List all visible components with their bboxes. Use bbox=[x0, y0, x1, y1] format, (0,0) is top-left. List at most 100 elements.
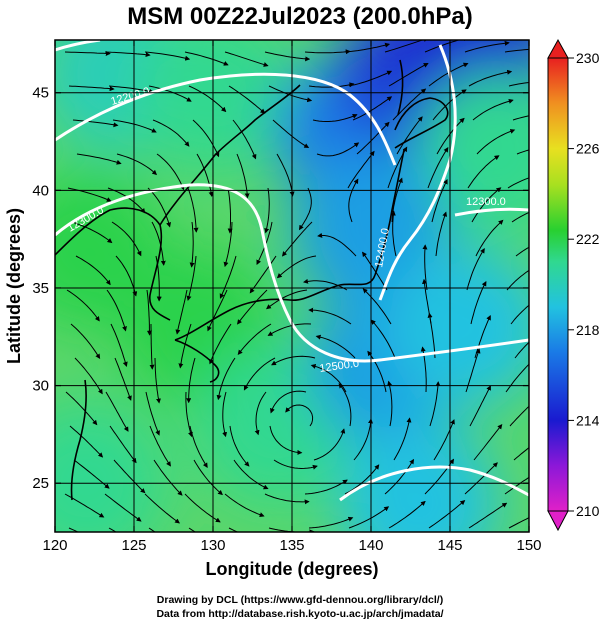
streamline bbox=[254, 391, 267, 436]
streamline bbox=[396, 116, 423, 155]
streamline bbox=[428, 500, 466, 529]
x-tick-label: 150 bbox=[516, 537, 541, 554]
coastlines bbox=[55, 59, 449, 501]
streamline bbox=[435, 211, 448, 257]
streamline bbox=[187, 187, 199, 233]
streamline bbox=[515, 246, 529, 257]
streamline bbox=[504, 48, 529, 53]
colorbar-tick-label: 222 bbox=[576, 231, 599, 247]
grid-lines bbox=[55, 40, 529, 532]
streamline bbox=[112, 119, 157, 133]
credit-drawing: Drawing by DCL (https://www.gfd-dennou.o… bbox=[157, 594, 443, 606]
streamline bbox=[513, 446, 529, 461]
streamline bbox=[475, 219, 504, 257]
y-tick-label: 35 bbox=[32, 280, 49, 297]
y-axis-label: Latitude (degrees) bbox=[4, 208, 24, 364]
streamline bbox=[285, 404, 314, 427]
streamline bbox=[308, 516, 354, 529]
streamline bbox=[186, 255, 197, 301]
x-axis: 120 125 130 135 140 145 150 bbox=[42, 40, 542, 554]
streamline bbox=[316, 142, 360, 157]
streamline bbox=[273, 459, 318, 470]
streamline bbox=[276, 255, 317, 279]
streamline bbox=[64, 50, 111, 56]
streamline bbox=[433, 419, 455, 461]
streamline bbox=[110, 323, 128, 367]
streamline bbox=[353, 418, 373, 461]
streamline bbox=[464, 462, 498, 495]
colorbar-tick-label: 226 bbox=[576, 141, 599, 157]
streamline bbox=[384, 458, 415, 495]
streamline bbox=[67, 187, 112, 202]
taiwan-china-coast bbox=[70, 379, 87, 501]
streamline bbox=[186, 357, 196, 404]
x-tick-label: 125 bbox=[121, 537, 146, 554]
streamline bbox=[476, 129, 516, 155]
streamline bbox=[387, 380, 393, 427]
streamline bbox=[427, 312, 436, 359]
streamline bbox=[189, 221, 195, 268]
contour-label: 12500.0 bbox=[319, 358, 360, 375]
streamline bbox=[272, 119, 310, 148]
streamline bbox=[514, 341, 529, 359]
colorbar: 210 214 218 222 226 230 bbox=[547, 38, 599, 532]
chart-title: MSM 00Z22Jul2023 (200.0hPa) bbox=[127, 3, 473, 30]
streamline bbox=[228, 527, 239, 532]
streamline bbox=[393, 417, 412, 461]
streamline bbox=[229, 425, 250, 467]
streamline bbox=[223, 221, 233, 268]
streamline bbox=[510, 304, 529, 325]
wind-streamlines bbox=[64, 40, 529, 532]
colorbar-tick-label: 214 bbox=[576, 412, 599, 428]
streamline bbox=[516, 149, 529, 155]
colorbar-bottom-cap bbox=[547, 510, 569, 532]
streamline bbox=[509, 405, 529, 427]
streamline bbox=[348, 178, 359, 223]
streamline bbox=[303, 278, 348, 291]
x-axis-label: Longitude (degrees) bbox=[205, 559, 378, 579]
streamline bbox=[111, 221, 142, 257]
colorbar-tick-label: 230 bbox=[576, 50, 599, 66]
contour-12400 bbox=[378, 44, 457, 301]
x-tick-label: 135 bbox=[279, 537, 304, 554]
streamline bbox=[233, 459, 269, 490]
streamline bbox=[367, 350, 387, 393]
streamline bbox=[298, 187, 312, 231]
y-tick-label: 45 bbox=[32, 85, 49, 102]
streamline bbox=[69, 425, 104, 458]
streamline bbox=[227, 187, 233, 234]
streamline bbox=[352, 96, 393, 121]
streamline bbox=[504, 476, 529, 495]
streamline bbox=[432, 89, 467, 121]
streamline bbox=[154, 357, 161, 404]
streamline bbox=[362, 288, 392, 325]
streamline bbox=[232, 119, 257, 160]
streamline bbox=[75, 255, 111, 286]
streamline bbox=[104, 493, 142, 522]
streamline bbox=[114, 357, 132, 401]
sakhalin-coast bbox=[397, 59, 404, 116]
streamline bbox=[506, 269, 529, 291]
streamline bbox=[224, 493, 265, 517]
plot-area: 12200.0 12300.0 12300.0 12400.0 12500.0 bbox=[55, 40, 529, 532]
y-axis: 25 30 35 40 45 bbox=[32, 85, 529, 492]
streamline bbox=[313, 428, 346, 461]
streamline bbox=[467, 155, 500, 189]
streamline bbox=[196, 153, 214, 197]
streamline bbox=[471, 187, 502, 223]
streamline bbox=[188, 85, 227, 113]
streamline bbox=[468, 69, 513, 87]
y-tick-label: 25 bbox=[32, 475, 49, 492]
contour-12200 bbox=[55, 72, 397, 166]
streamline bbox=[348, 506, 390, 529]
streamline bbox=[424, 40, 469, 53]
streamline bbox=[151, 221, 166, 266]
streamline bbox=[144, 51, 191, 61]
streamline bbox=[108, 85, 155, 94]
streamline bbox=[149, 425, 171, 467]
contour-12500-south bbox=[339, 465, 529, 502]
streamline bbox=[228, 85, 266, 114]
streamline bbox=[76, 153, 122, 165]
credit-data: Data from http://database.rish.kyoto-u.a… bbox=[156, 608, 443, 620]
